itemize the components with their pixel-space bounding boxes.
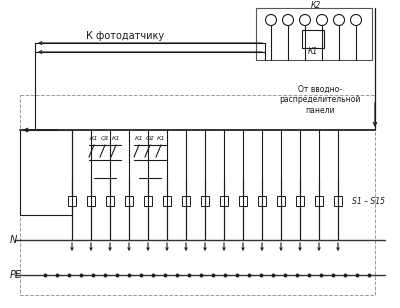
Text: К2: К2: [311, 1, 321, 10]
Text: К фотодатчику: К фотодатчику: [86, 31, 164, 41]
Circle shape: [282, 14, 294, 26]
Circle shape: [316, 14, 328, 26]
Bar: [302, 30, 324, 48]
Bar: [201, 196, 209, 206]
Bar: [277, 196, 285, 206]
Bar: [296, 196, 304, 206]
Bar: [315, 196, 323, 206]
Circle shape: [266, 14, 276, 26]
Bar: [144, 196, 152, 206]
Text: К1: К1: [157, 136, 165, 140]
Bar: [125, 196, 133, 206]
Circle shape: [300, 14, 310, 26]
Bar: [163, 196, 171, 206]
Bar: [106, 196, 114, 206]
Bar: [20, 95, 375, 295]
Text: PE: PE: [10, 270, 22, 280]
Bar: [87, 196, 95, 206]
Text: Q2: Q2: [146, 136, 154, 140]
Text: К1: К1: [308, 47, 318, 56]
Text: От вводно-
распределительной
панели: От вводно- распределительной панели: [279, 85, 361, 115]
Text: N: N: [10, 235, 17, 245]
Text: S1 – S15: S1 – S15: [352, 197, 385, 205]
Bar: [239, 196, 247, 206]
Bar: [68, 196, 76, 206]
Bar: [258, 196, 266, 206]
Bar: [334, 196, 342, 206]
Text: Q1: Q1: [100, 136, 110, 140]
Bar: [220, 196, 228, 206]
Text: К1: К1: [90, 136, 98, 140]
Text: К1: К1: [135, 136, 143, 140]
Bar: [182, 196, 190, 206]
Circle shape: [334, 14, 344, 26]
Circle shape: [350, 14, 362, 26]
Bar: [20, 130, 72, 215]
Bar: [256, 8, 372, 60]
Text: К1: К1: [112, 136, 120, 140]
